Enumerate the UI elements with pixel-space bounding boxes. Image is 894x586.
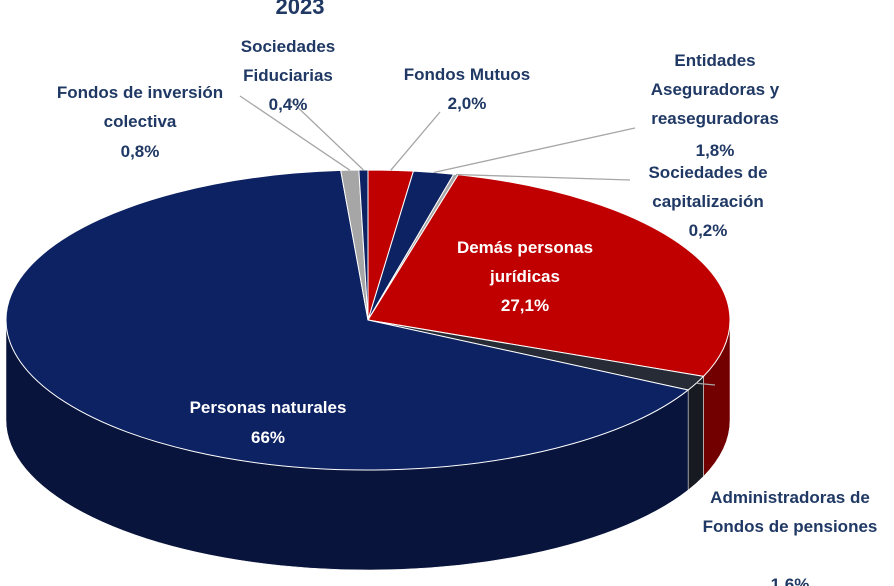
value-label: 0,2% [688,221,728,240]
slice-label: Fondos Mutuos [403,65,531,84]
value-label: 2,0% [447,94,487,113]
leader-line [289,99,364,171]
slice [5,169,690,471]
value-label: 66% [250,428,286,447]
value-label: 0,4% [268,95,308,114]
slice [367,174,731,377]
slice-label: Sociedades de capitalización [648,163,768,211]
slice-label: Demás personas jurídicas [456,238,594,286]
slice-label: Personas naturales [189,398,347,417]
value-label: 1,8% [695,141,735,160]
leader-line [696,382,716,386]
value-label: 0,8% [120,142,160,161]
slice-label: Entidades Aseguradoras y reaseguradoras [650,51,780,128]
slice-label: Administradoras de Fondos de pensiones [702,488,878,536]
leader-line [390,111,441,171]
slice-label: Fondos de inversión colectiva [56,83,224,131]
chart-title: 2023 [275,0,325,19]
value-label: 27,1% [500,296,550,315]
slice-side [687,375,704,491]
slice-label: Sociedades Fiduciarias [240,37,336,85]
leader-line [239,95,351,171]
leader-line [455,173,631,181]
leader-line [433,127,636,174]
value-label: 1,6% [770,575,810,586]
